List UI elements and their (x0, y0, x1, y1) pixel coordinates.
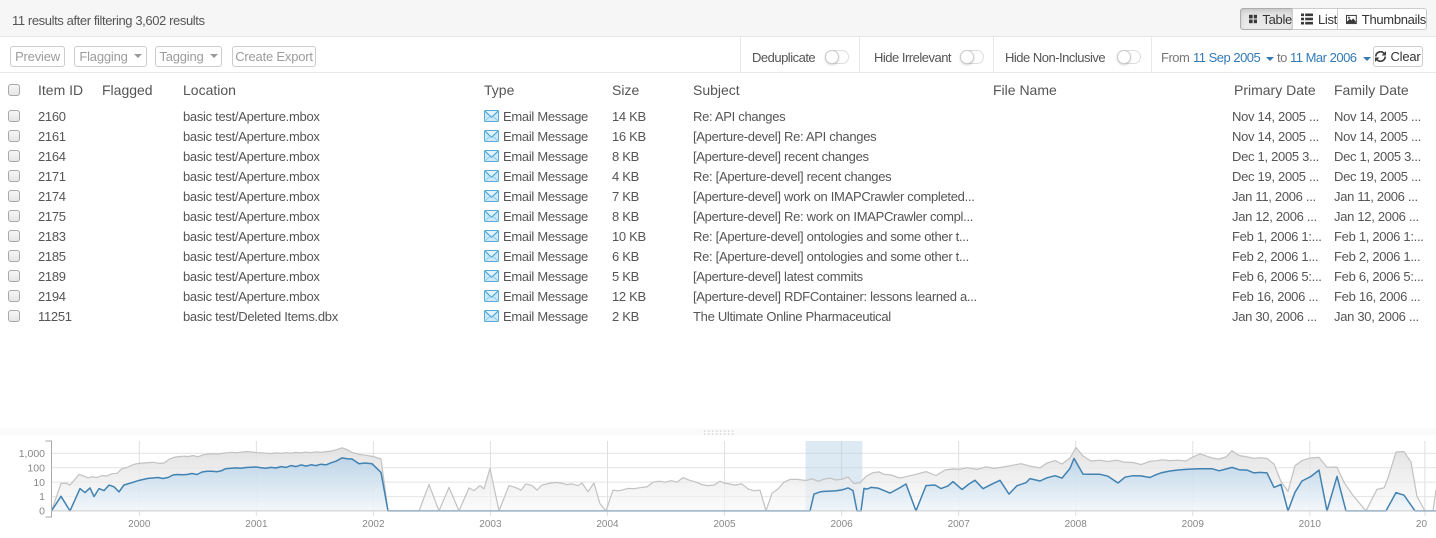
svg-text:2005: 2005 (713, 519, 736, 530)
svg-text:20: 20 (1416, 519, 1428, 530)
svg-text:2004: 2004 (596, 519, 619, 530)
svg-text:1,000: 1,000 (19, 448, 45, 460)
svg-text:2006: 2006 (830, 519, 853, 530)
svg-text:2000: 2000 (128, 519, 151, 530)
svg-text:2008: 2008 (1065, 519, 1088, 530)
svg-text:100: 100 (27, 462, 45, 474)
svg-text:2003: 2003 (479, 519, 502, 530)
svg-text:0: 0 (39, 506, 45, 518)
svg-text:2010: 2010 (1299, 519, 1322, 530)
svg-text:2009: 2009 (1182, 519, 1205, 530)
svg-text:2002: 2002 (362, 519, 385, 530)
svg-text:2007: 2007 (948, 519, 971, 530)
svg-text:2001: 2001 (245, 519, 268, 530)
svg-text:10: 10 (33, 477, 45, 489)
svg-text:1: 1 (39, 491, 45, 503)
